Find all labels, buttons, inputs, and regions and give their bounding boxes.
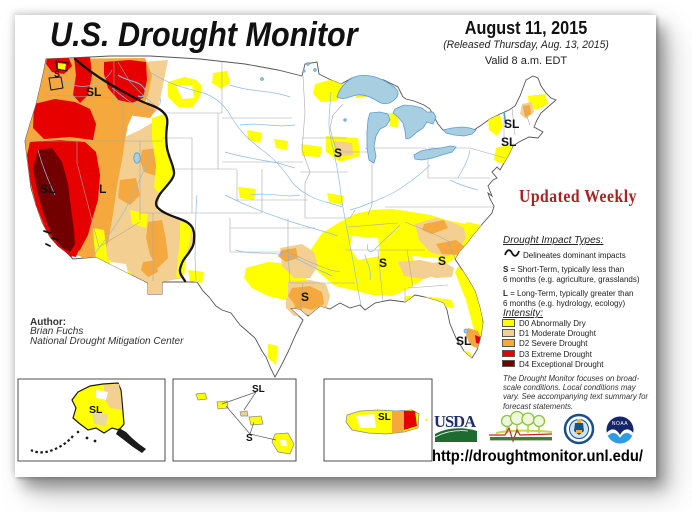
svg-text:SL: SL xyxy=(252,384,265,395)
svg-text:SL: SL xyxy=(501,135,516,149)
svg-text:S: S xyxy=(438,254,446,268)
svg-text:S: S xyxy=(301,290,309,304)
svg-text:S: S xyxy=(334,146,342,160)
svg-text:S: S xyxy=(246,433,253,444)
svg-text:L: L xyxy=(99,182,106,196)
svg-text:SL: SL xyxy=(89,404,103,416)
svg-text:S: S xyxy=(379,256,387,270)
svg-text:SL: SL xyxy=(504,117,519,131)
svg-text:SL: SL xyxy=(378,412,391,423)
svg-text:SL: SL xyxy=(456,334,471,348)
svg-text:SL: SL xyxy=(86,85,101,99)
svg-text:SL: SL xyxy=(40,182,55,196)
svg-text:NOAA: NOAA xyxy=(612,421,628,427)
svg-text:S: S xyxy=(54,69,60,79)
svg-text:USDA: USDA xyxy=(434,412,476,431)
